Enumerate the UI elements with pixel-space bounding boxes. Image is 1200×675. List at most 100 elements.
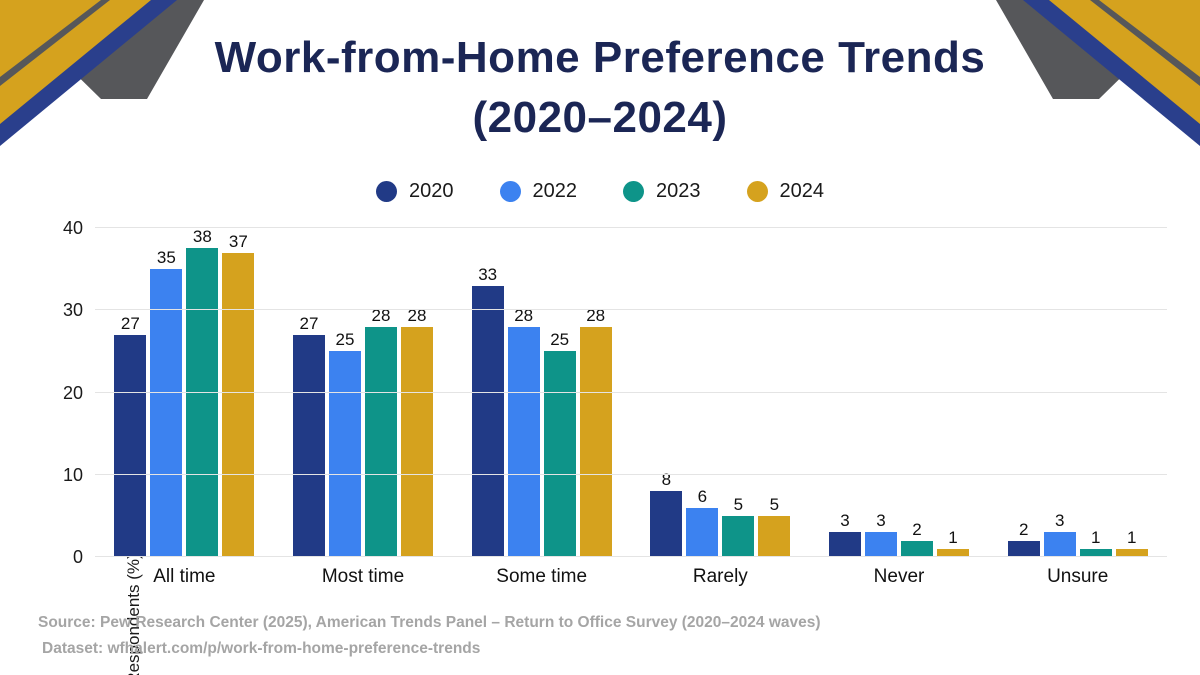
legend-label: 2024	[779, 180, 825, 202]
bar-value-label: 28	[514, 305, 534, 325]
bar-2023-most-time	[365, 326, 397, 557]
bar-group-unsure: 2 3 1 1 Unsure	[988, 228, 1167, 587]
bar-cluster: 27 25 28 28	[274, 228, 453, 557]
bar-value-label: 38	[192, 227, 212, 246]
bar-2023-some-time	[543, 351, 576, 557]
legend-swatch-icon	[499, 181, 521, 202]
bar-2024-most-time	[401, 326, 433, 557]
category-label: Some time	[496, 566, 588, 587]
plot-area: Respondents (%) 27 35 38 37 All time 27 25 28 28…	[63, 219, 1167, 675]
bar-value-label: 6	[697, 486, 708, 506]
category-label: All time	[153, 566, 216, 587]
bar-column: 28	[365, 228, 397, 557]
bar-column: 33	[471, 228, 504, 557]
bar-value-label: 2	[1018, 519, 1029, 539]
bar-column: 27	[114, 228, 147, 557]
bar-groups: 27 35 38 37 All time 27 25 28 28 Most time 33 28 25 2…	[95, 227, 1167, 587]
legend-item-2020: 2020	[376, 180, 454, 203]
bar-value-label: 27	[120, 313, 140, 333]
bar-column: 6	[686, 228, 719, 557]
bar-value-label: 33	[478, 264, 498, 284]
bar-2023-unsure	[1079, 548, 1112, 557]
source-note: Source: Pew Research Center (2025), Amer…	[38, 610, 821, 661]
bar-group-most-time: 27 25 28 28 Most time	[274, 228, 453, 587]
bar-2023-all-time	[186, 248, 219, 557]
bar-column: 25	[543, 228, 576, 557]
y-tick-label: 40	[62, 218, 83, 238]
bar-value-label: 3	[1054, 511, 1065, 531]
gridline-10	[95, 473, 1167, 475]
gridline-0	[95, 556, 1167, 557]
bar-2022-never	[865, 532, 898, 557]
bar-cluster: 2 3 1 1	[988, 228, 1167, 557]
bar-2022-unsure	[1043, 532, 1076, 557]
bar-2023-rarely	[722, 515, 755, 557]
legend-swatch-icon	[746, 181, 768, 202]
bar-column: 1	[937, 228, 970, 557]
bar-2020-some-time	[471, 285, 504, 557]
legend-swatch-icon	[376, 181, 397, 202]
bar-value-label: 1	[948, 527, 958, 547]
category-label: Most time	[321, 566, 405, 587]
bar-2020-rarely	[650, 491, 683, 557]
bar-value-label: 3	[876, 511, 886, 531]
chart-title-line2: (2020–2024)	[472, 93, 728, 143]
bar-group-some-time: 33 28 25 28 Some time	[452, 228, 631, 587]
legend: 2020 2022 2023 2024	[0, 180, 1200, 203]
bar-value-label: 25	[550, 330, 570, 350]
bar-group-never: 3 3 2 1 Never	[810, 228, 989, 587]
bar-2020-most-time	[293, 334, 325, 557]
bar-value-label: 28	[371, 305, 391, 325]
bar-value-label: 5	[733, 494, 744, 514]
bar-2024-all-time	[222, 252, 255, 557]
bar-value-label: 8	[661, 470, 672, 490]
y-tick-label: 10	[62, 464, 83, 485]
bar-column: 37	[222, 228, 255, 557]
bar-column: 1	[1079, 228, 1112, 557]
category-label: Rarely	[692, 566, 748, 587]
bar-column: 28	[579, 228, 612, 557]
bar-value-label: 35	[156, 248, 176, 268]
y-tick-label: 20	[62, 382, 83, 403]
gridline-30	[95, 309, 1167, 311]
legend-item-2024: 2024	[746, 180, 825, 203]
chart-title-line1: Work-from-Home Preference Trends	[214, 33, 986, 82]
bar-group-rarely: 8 6 5 5 Rarely	[631, 228, 810, 587]
bar-2024-some-time	[579, 326, 612, 557]
legend-swatch-icon	[623, 181, 644, 202]
bar-2024-unsure	[1115, 548, 1148, 557]
bar-column: 1	[1115, 228, 1148, 557]
legend-item-2023: 2023	[623, 180, 701, 203]
category-label: Unsure	[1047, 566, 1109, 587]
bar-2022-most-time	[329, 351, 361, 557]
bar-group-all-time: 27 35 38 37 All time	[95, 227, 274, 587]
bar-value-label: 5	[769, 494, 780, 514]
bar-value-label: 1	[1126, 527, 1137, 547]
legend-label: 2023	[656, 180, 701, 202]
bar-column: 3	[1043, 228, 1076, 557]
bar-2022-all-time	[150, 269, 183, 557]
bar-2022-some-time	[507, 326, 540, 557]
bar-2020-unsure	[1007, 540, 1040, 557]
bar-value-label: 28	[407, 305, 427, 325]
bar-column: 5	[722, 228, 755, 557]
gridline-20	[95, 391, 1167, 393]
bar-column: 35	[150, 228, 183, 557]
bar-column: 25	[329, 228, 361, 557]
bar-2020-never	[829, 532, 862, 557]
bar-column: 5	[758, 228, 791, 557]
legend-item-2022: 2022	[499, 180, 578, 203]
category-label: Never	[873, 566, 925, 587]
y-tick-label: 30	[62, 300, 83, 321]
legend-label: 2022	[532, 180, 578, 202]
bar-2020-all-time	[114, 334, 147, 557]
y-tick-label: 0	[72, 547, 83, 567]
bar-column: 3	[829, 228, 862, 557]
legend-label: 2020	[409, 180, 454, 202]
bar-cluster: 33 28 25 28	[452, 228, 631, 557]
bar-cluster: 3 3 2 1	[810, 228, 989, 557]
bar-column: 2	[901, 228, 934, 557]
bar-column: 38	[186, 227, 219, 557]
gridline-40	[95, 227, 1167, 228]
